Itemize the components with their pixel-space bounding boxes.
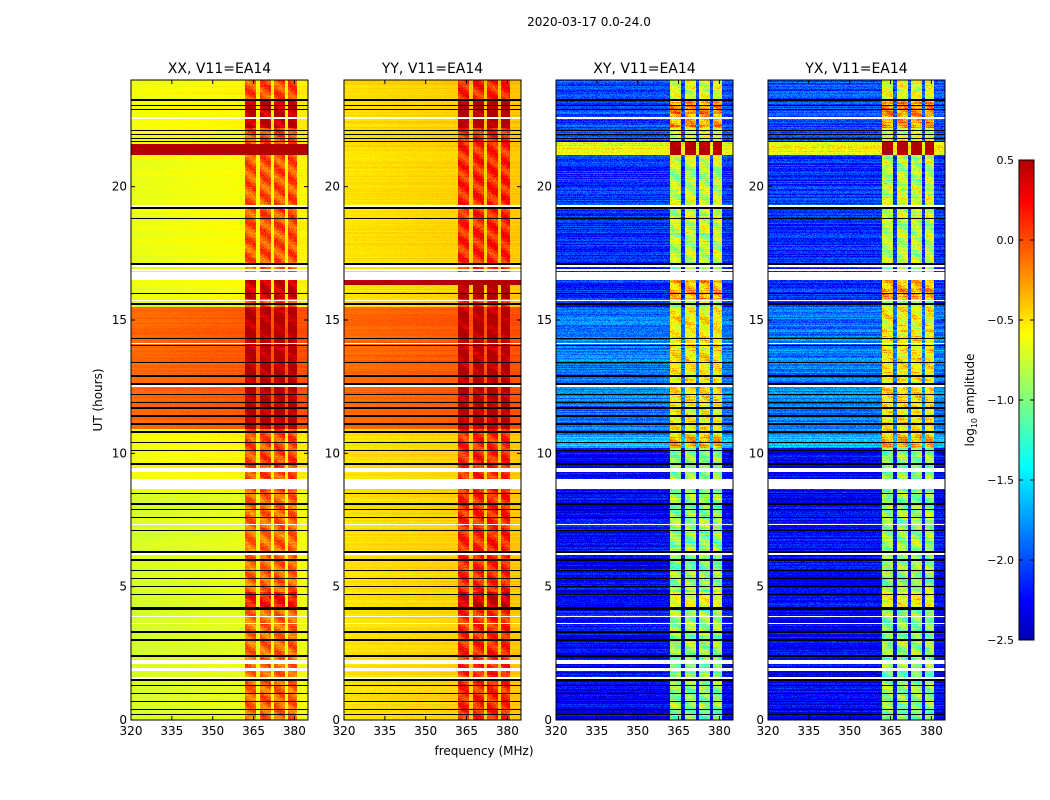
x-tick-label: 365 [242, 724, 265, 738]
panel-title: XY, V11=EA14 [593, 61, 695, 77]
x-axis-label: frequency (MHz) [434, 744, 533, 758]
x-tick-label: 380 [496, 724, 519, 738]
y-tick-label: 5 [756, 580, 764, 594]
colorbar-tick-label: 0.5 [997, 154, 1015, 167]
x-tick-label: 335 [373, 724, 396, 738]
heatmap-xx [131, 80, 308, 720]
colorbar-tick-label: 0.0 [997, 234, 1015, 247]
x-tick-label: 365 [879, 724, 902, 738]
y-tick-label: 5 [544, 580, 552, 594]
colorbar-label-prefix: log [963, 428, 977, 446]
y-tick-label: 0 [119, 713, 127, 727]
axes-frame [130, 79, 309, 721]
colorbar-tick-label: −0.5 [987, 314, 1014, 327]
axes-frame [343, 79, 522, 721]
colorbar-tick-label: −2.0 [987, 554, 1014, 567]
panel-title: YY, V11=EA14 [381, 61, 483, 77]
y-tick-label: 15 [112, 313, 127, 327]
heatmap-yx [768, 80, 945, 720]
x-tick-label: 320 [333, 724, 356, 738]
figure-title: 2020-03-17 0.0-24.0 [527, 15, 651, 29]
axes-frame [555, 79, 734, 721]
x-tick-label: 320 [120, 724, 143, 738]
x-tick-label: 365 [667, 724, 690, 738]
y-tick-label: 15 [537, 313, 552, 327]
x-tick-label: 350 [626, 724, 649, 738]
colorbar-tick-label: −2.5 [987, 634, 1014, 647]
x-tick-label: 335 [160, 724, 183, 738]
y-tick-label: 20 [325, 180, 340, 194]
x-tick-label: 350 [838, 724, 861, 738]
colorbar-label: log10 amplitude [963, 354, 979, 447]
x-tick-label: 350 [201, 724, 224, 738]
x-tick-label: 380 [283, 724, 306, 738]
y-tick-label: 15 [325, 313, 340, 327]
x-tick-label: 320 [757, 724, 780, 738]
y-tick-label: 5 [332, 580, 340, 594]
x-tick-label: 320 [545, 724, 568, 738]
axes-frame [767, 79, 946, 721]
y-tick-label: 20 [749, 180, 764, 194]
y-tick-label: 20 [537, 180, 552, 194]
y-tick-label: 10 [537, 446, 552, 460]
heatmap-xy [556, 80, 733, 720]
colorbar-label-sub: 10 [970, 418, 979, 428]
x-tick-label: 380 [920, 724, 943, 738]
x-tick-label: 350 [414, 724, 437, 738]
y-tick-label: 20 [112, 180, 127, 194]
panel-title: YX, V11=EA14 [804, 61, 907, 77]
heatmap-yy [344, 80, 521, 720]
y-tick-label: 0 [332, 713, 340, 727]
y-tick-label: 10 [325, 446, 340, 460]
x-tick-label: 335 [797, 724, 820, 738]
x-tick-label: 365 [455, 724, 478, 738]
x-tick-label: 380 [708, 724, 731, 738]
y-tick-label: 10 [112, 446, 127, 460]
y-tick-label: 15 [749, 313, 764, 327]
colorbar-tick-label: −1.5 [987, 474, 1014, 487]
colorbar-gradient [1019, 160, 1034, 640]
y-tick-label: 5 [119, 580, 127, 594]
colorbar-tick-label: −1.0 [987, 394, 1014, 407]
y-axis-label: UT (hours) [91, 368, 105, 431]
y-tick-label: 0 [756, 713, 764, 727]
colorbar-label-suffix: amplitude [963, 354, 977, 418]
panel-title: XX, V11=EA14 [168, 61, 272, 77]
y-tick-label: 10 [749, 446, 764, 460]
x-tick-label: 335 [585, 724, 608, 738]
y-tick-label: 0 [544, 713, 552, 727]
